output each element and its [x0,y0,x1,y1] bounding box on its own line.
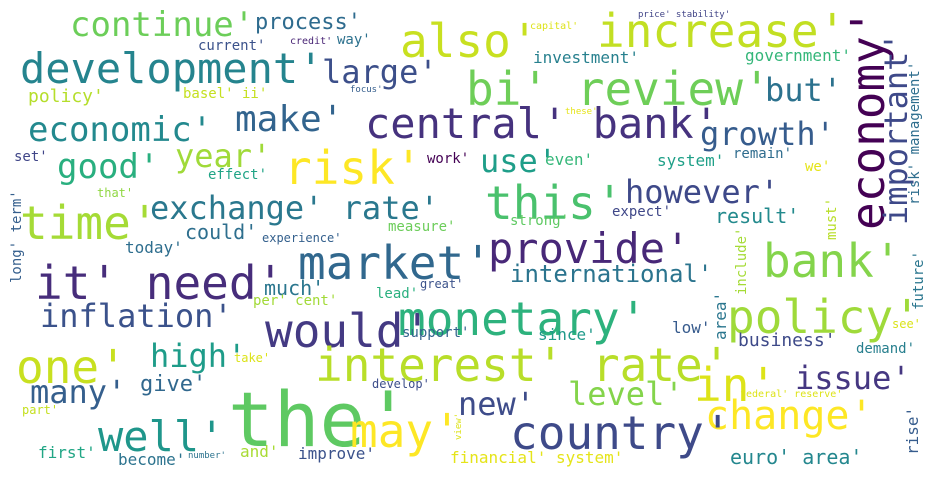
word-lead: lead' [376,286,419,302]
word-bi-review: bi' review' [466,62,771,116]
word-would: would' [265,304,432,358]
word-make: make' [235,99,344,140]
word-country: country' [510,406,732,460]
word-system: system' [657,151,725,170]
word-monetary: monetary' [398,292,648,346]
word-current: current' [198,38,266,54]
word-could: could' [185,220,258,244]
word-may: may' [350,404,461,458]
word-international: international' [510,260,713,288]
word-expect: expect' [612,204,672,220]
word-year: year' [175,137,272,175]
word-experience: experience' [262,231,342,245]
word-that: that' [97,186,134,200]
word-interest-rate: interest' rate' [315,338,731,392]
word-inflation: inflation' [40,297,233,335]
word-part: part' [22,403,59,417]
word-federal-reserve: federal' reserve' [740,389,843,400]
word-the: the' [228,375,412,464]
word-issue: issue' [795,359,911,397]
word-policy: policy' [727,290,921,344]
word-number: number' [188,451,226,461]
word-euro-area: euro' area' [730,445,863,469]
word-one: one' [16,340,127,394]
word-low: low' [672,318,711,337]
word-support: support' [402,325,470,341]
word-we: we' [805,159,831,175]
word-even: even' [545,150,594,169]
word-time: time' [20,196,159,250]
word-long-term: long' term' [9,190,25,283]
word-level: level' [568,375,684,413]
word-it-need: it' need' [35,256,285,310]
word-result: result' [715,204,800,228]
word-growth: growth' [700,115,835,153]
word-risk-management: risk' management' [907,61,923,205]
word-strong: strong' [510,213,570,229]
word-process: process' [255,10,361,35]
word-focus: focus' [350,85,383,95]
word-credit: credit' [290,36,333,47]
word-see: see' [892,317,921,331]
word-effect: effect' [208,167,268,183]
word-change: change' [705,393,874,439]
word-future: future' [911,250,927,310]
word-this: this' [485,176,624,230]
word-way: way' [337,32,371,48]
word-also: also' [400,14,539,68]
word-great: great' [420,277,464,291]
word-give: give' [140,372,207,397]
word-central-bank: central' bank' [365,99,720,148]
word-much: much' [264,276,325,300]
word-increase: increase' [597,4,847,58]
word-many: many' [30,373,127,411]
word-large: large' [322,53,438,91]
word-market: market' [298,236,492,290]
word-and: and' [240,442,279,461]
word-improve: improve' [298,444,376,463]
word-price-stability: price' stability' [638,10,731,20]
word-since: since' [538,325,596,344]
word-new: new' [458,385,536,423]
word-well: well' [98,412,225,461]
word-set: set' [14,149,48,165]
word-remain: remain' [733,146,793,162]
word-good: good' [57,147,160,187]
word-become: become' [118,450,186,469]
word-investment: investment' [533,48,639,67]
word-must: must' [824,197,840,240]
word-basel-ii: basel' ii' [183,86,268,102]
word-bank: bank' [763,234,902,288]
word-but: but' [765,71,843,109]
word-these: these' [565,107,598,117]
word-first: first' [38,443,96,462]
word-provide: provide' [488,224,691,273]
word-however: however' [625,173,780,211]
word-high: high' [150,337,247,375]
word-continue: continue' [70,5,255,45]
word-in: in' [694,358,778,412]
word-exchange-rate: exchange' rate' [150,189,439,227]
word-work: work' [427,151,470,167]
word-per-cent: per' cent' [253,293,338,309]
word-risk: risk' [284,141,423,195]
word-area: area' [711,291,730,340]
word-measure: measure' [388,219,456,235]
word-policy-small: policy' [28,86,104,107]
word-financial-system: financial' system' [450,448,624,467]
word-rise: rise' [903,406,922,455]
word-economic: economic' [28,110,213,150]
word-today: today' [125,238,183,257]
word-take: take' [234,351,271,365]
word-capital: capital' [530,21,579,32]
word-view: view' [454,412,464,440]
word-include: include' [734,227,750,295]
word-business: business' [738,330,836,351]
word-develop: develop' [372,377,430,391]
word-use: use' [480,142,558,180]
word-development: development' [20,44,324,93]
word-government: government' [745,46,851,65]
word-demand: demand' [856,341,916,357]
